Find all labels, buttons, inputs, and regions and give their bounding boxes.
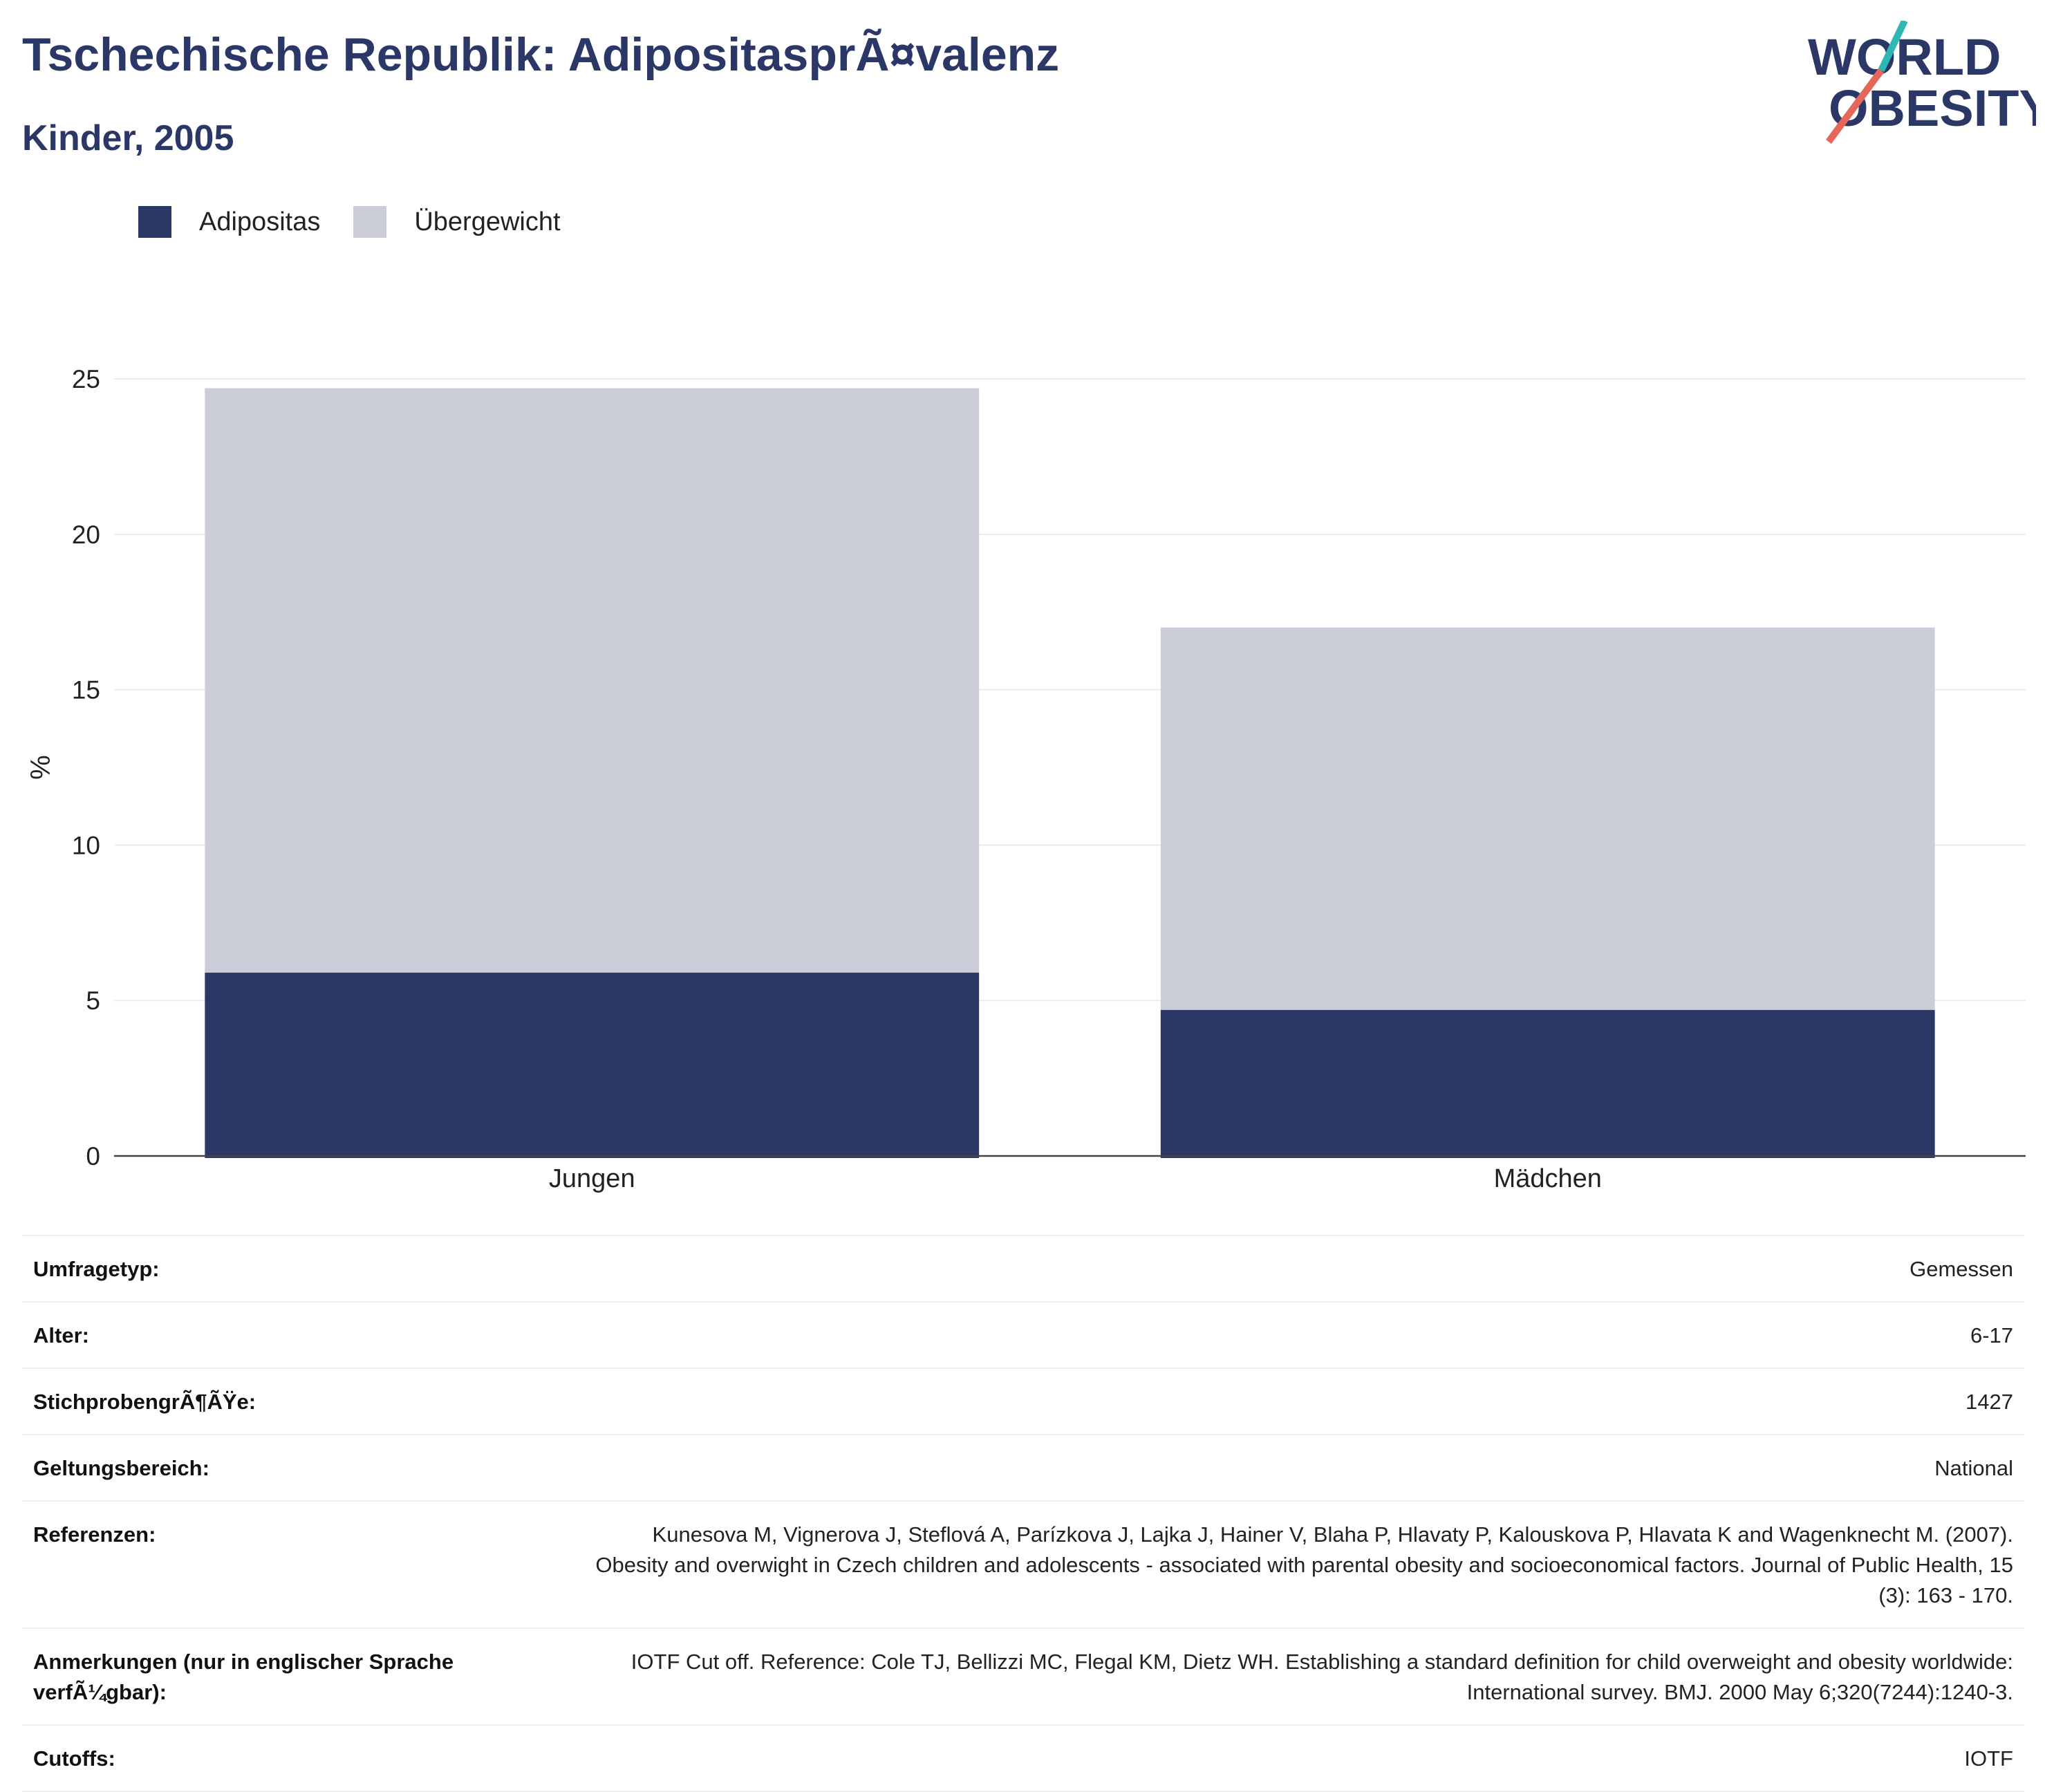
logo-accent-red bbox=[1825, 68, 1885, 144]
metadata-row: Anmerkungen (nur in englischer Sprache v… bbox=[22, 1629, 2024, 1726]
bar--bergewicht bbox=[1160, 627, 1935, 1010]
metadata-row: Geltungsbereich: National bbox=[22, 1435, 2024, 1502]
metadata-row: Cutoffs: IOTF bbox=[22, 1726, 2024, 1792]
metadata-label: Geltungsbereich: bbox=[33, 1456, 209, 1480]
metadata-label: Alter: bbox=[33, 1323, 89, 1347]
stacked-bar-chart: 0 5 10 15 20 25% Jungen Mädchen bbox=[26, 365, 2026, 1193]
metadata-label: Referenzen: bbox=[33, 1522, 156, 1547]
metadata-row: Referenzen: Kunesova M, Vignerova J, Ste… bbox=[22, 1502, 2024, 1629]
metadata-value: IOTF bbox=[1964, 1746, 2013, 1771]
y-axis-label: % bbox=[26, 755, 56, 780]
metadata-value: IOTF Cut off. Reference: Cole TJ, Belliz… bbox=[631, 1650, 2013, 1704]
y-tick-label: 25 bbox=[72, 365, 100, 393]
world-obesity-logo: WORLD OBESITY bbox=[1808, 21, 2036, 144]
logo-line2: OBESITY bbox=[1829, 80, 2036, 137]
bar-adipositas bbox=[205, 972, 980, 1158]
x-tick-label: Jungen bbox=[549, 1164, 635, 1193]
x-tick-label: Mädchen bbox=[1494, 1164, 1602, 1193]
metadata-row: Umfragetyp: Gemessen bbox=[22, 1236, 2024, 1303]
metadata-value: 6-17 bbox=[1970, 1323, 2013, 1347]
metadata-row: Alter: 6-17 bbox=[22, 1303, 2024, 1369]
page-subtitle: Kinder, 2005 bbox=[22, 118, 234, 158]
logo-line1: WORLD bbox=[1808, 28, 2001, 86]
legend-label-uebergewicht: Übergewicht bbox=[414, 207, 561, 236]
bar--bergewicht bbox=[205, 388, 980, 973]
y-tick-label: 10 bbox=[72, 831, 100, 859]
metadata-label: Cutoffs: bbox=[33, 1746, 115, 1771]
y-tick-label: 15 bbox=[72, 676, 100, 704]
y-tick-label: 20 bbox=[72, 521, 100, 549]
legend-label-adipositas: Adipositas bbox=[199, 207, 321, 236]
metadata-value: 1427 bbox=[1965, 1390, 2013, 1414]
y-tick-label: 0 bbox=[86, 1142, 100, 1170]
page-title: Tschechische Republik: AdipositasprÃ¤val… bbox=[22, 28, 1060, 81]
metadata-value: Gemessen bbox=[1909, 1257, 2013, 1281]
y-tick-label: 5 bbox=[86, 987, 100, 1015]
legend-swatch-adipositas bbox=[138, 206, 171, 238]
bar-adipositas bbox=[1160, 1009, 1935, 1158]
legend-item-adipositas[interactable]: Adipositas bbox=[138, 206, 320, 238]
metadata-label: Umfragetyp: bbox=[33, 1257, 160, 1281]
logo-accent-teal bbox=[1878, 21, 1908, 73]
metadata-row: StichprobengrÃ¶ÃŸe: 1427 bbox=[22, 1369, 2024, 1435]
legend-item-uebergewicht[interactable]: Übergewicht bbox=[353, 206, 561, 238]
metadata-label: Anmerkungen (nur in englischer Sprache v… bbox=[33, 1650, 454, 1704]
metadata-table: Umfragetyp: Gemessen Alter: 6-17 Stichpr… bbox=[22, 1235, 2024, 1792]
legend-swatch-uebergewicht bbox=[353, 206, 387, 238]
chart-legend: Adipositas Übergewicht bbox=[138, 206, 594, 238]
metadata-value: National bbox=[1934, 1456, 2013, 1480]
metadata-label: StichprobengrÃ¶ÃŸe: bbox=[33, 1390, 256, 1414]
metadata-value: Kunesova M, Vignerova J, Steflová A, Par… bbox=[595, 1522, 2013, 1607]
